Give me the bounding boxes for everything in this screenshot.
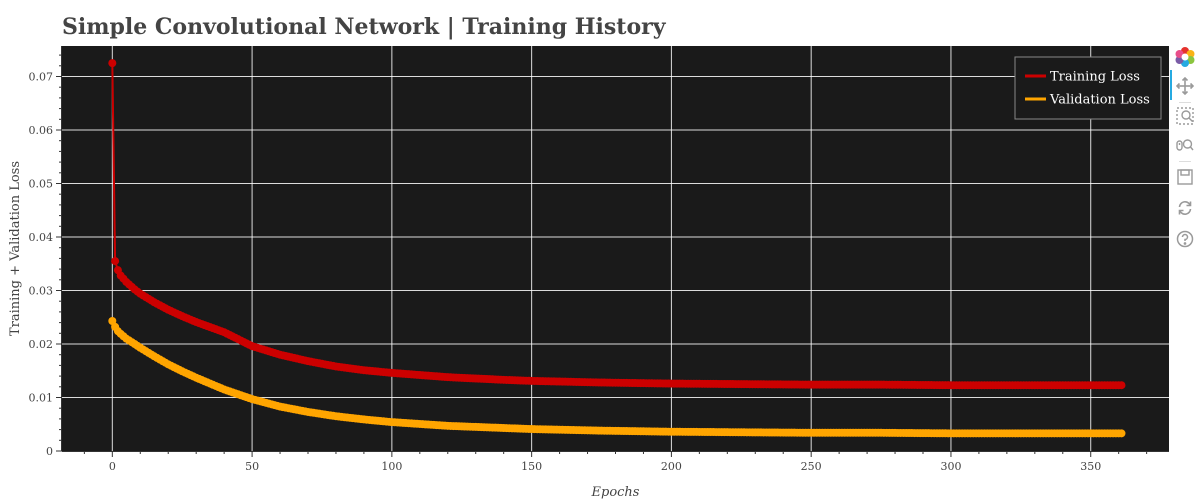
- pan-icon[interactable]: [1172, 73, 1198, 99]
- chart-title: Simple Convolutional Network | Training …: [62, 14, 666, 40]
- y-tick-label: 0.06: [29, 124, 54, 137]
- box-zoom-icon[interactable]: [1172, 103, 1198, 129]
- y-tick-label: 0.04: [29, 231, 54, 244]
- x-tick-label: 300: [940, 460, 961, 473]
- data-point-training: [1117, 381, 1126, 390]
- y-tick-label: 0.03: [29, 284, 54, 297]
- data-point-training: [108, 59, 117, 68]
- x-tick-label: 350: [1080, 460, 1101, 473]
- x-tick-label: 150: [521, 460, 542, 473]
- legend-label-training: Training Loss: [1050, 70, 1140, 85]
- reset-icon[interactable]: [1172, 195, 1198, 221]
- y-tick-label: 0.05: [29, 177, 54, 190]
- y-axis-label: Training + Validation Loss: [8, 161, 23, 336]
- x-tick-label: 100: [381, 460, 402, 473]
- legend-box: [1014, 56, 1162, 120]
- legend: Training Loss Validation Loss: [1014, 56, 1162, 120]
- active-tool-indicator: [1170, 70, 1172, 100]
- x-tick-label: 250: [801, 460, 822, 473]
- series-markers-validation: [108, 316, 1126, 438]
- x-axis-label: Epochs: [591, 485, 640, 500]
- plot-area[interactable]: 0 50 100 150 200 250 300 350 0 0.01 0.02 0.03 0.04 0.…: [0, 0, 1170, 500]
- axes: 0 50 100 150 200 250 300 350 0 0.01 0.02 0.03 0.04 0.…: [29, 46, 1169, 473]
- y-tick-label: 0.07: [29, 70, 54, 83]
- series-group: [108, 59, 1126, 438]
- y-tick-label: 0: [46, 445, 53, 458]
- bokeh-logo-icon[interactable]: [1172, 44, 1198, 70]
- data-point-validation: [1117, 429, 1126, 438]
- toolbar: [1170, 44, 1200, 254]
- y-tick-label: 0.02: [29, 338, 54, 351]
- wheel-zoom-icon[interactable]: [1172, 133, 1198, 159]
- legend-label-validation: Validation Loss: [1049, 93, 1150, 108]
- x-tick-label: 50: [245, 460, 259, 473]
- save-icon[interactable]: [1172, 164, 1198, 190]
- y-tick-label: 0.01: [29, 391, 54, 404]
- series-markers-training: [108, 59, 1126, 390]
- toolbar-separator: [1179, 161, 1191, 162]
- x-tick-label: 0: [109, 460, 116, 473]
- toolbar-separator: [1179, 102, 1191, 103]
- data-point-training: [111, 257, 120, 266]
- x-tick-label: 200: [661, 460, 682, 473]
- help-icon[interactable]: [1172, 226, 1198, 252]
